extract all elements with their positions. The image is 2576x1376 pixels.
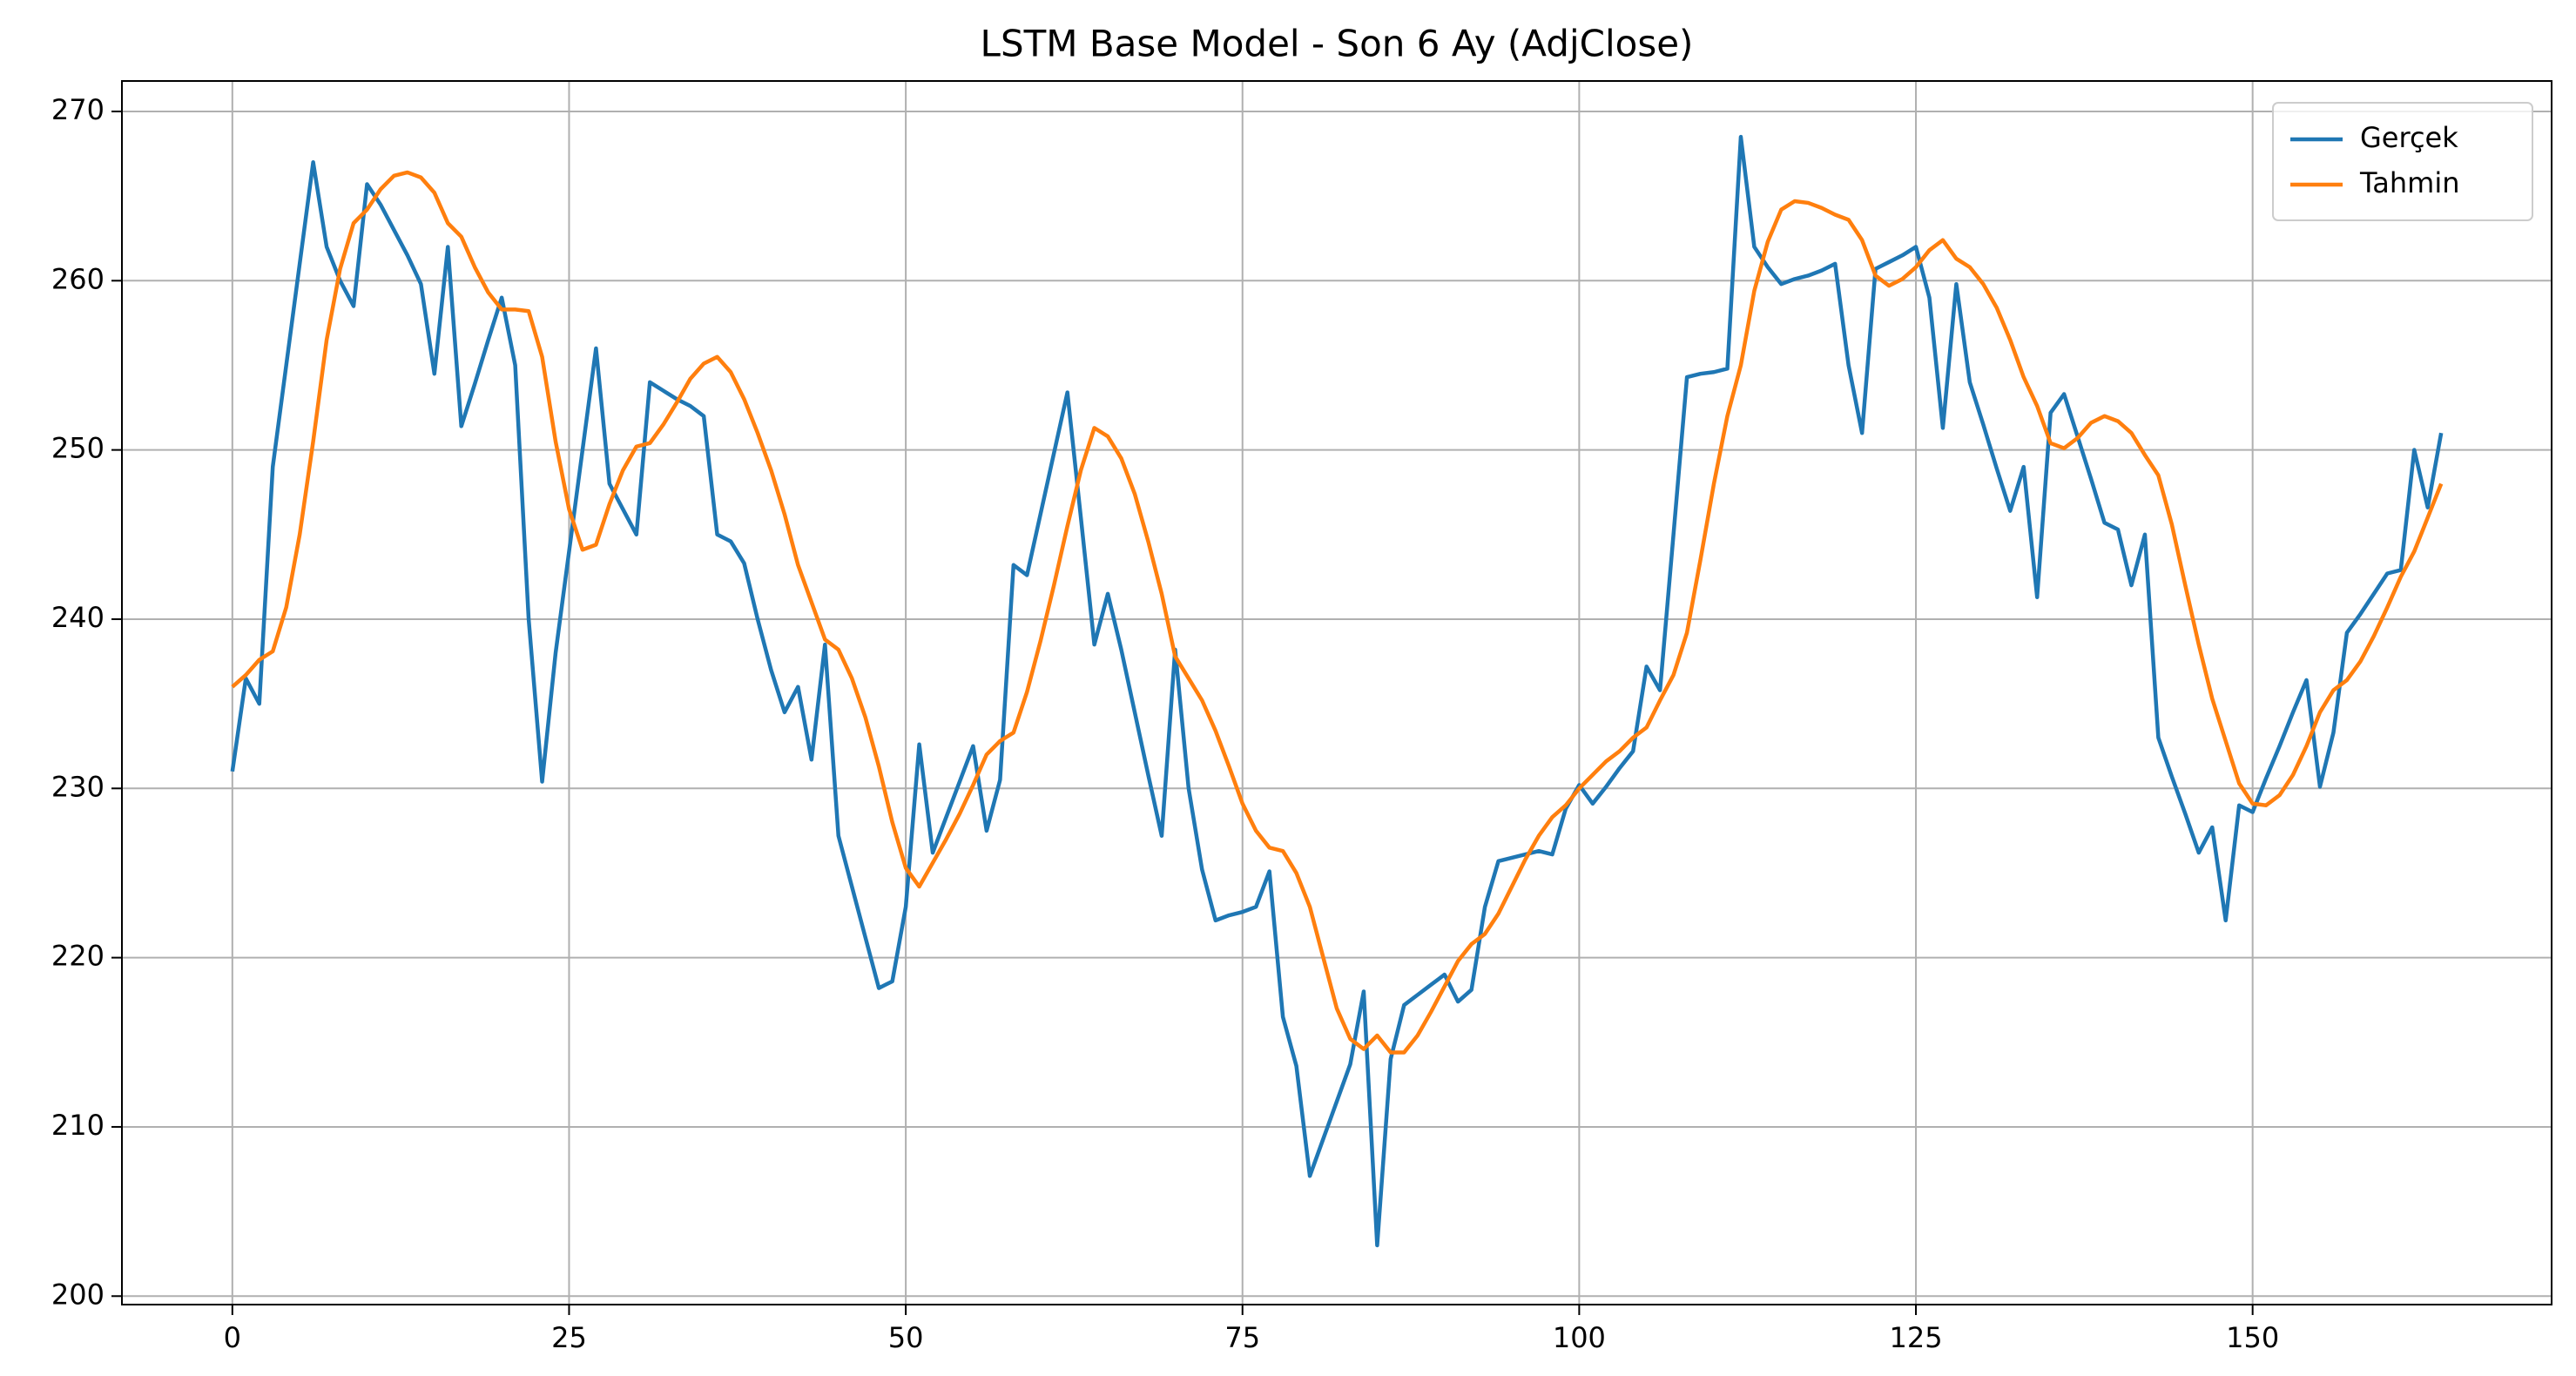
y-tick-label: 230 xyxy=(51,770,105,803)
y-tick-label: 200 xyxy=(51,1278,105,1311)
legend-box xyxy=(2272,102,2533,221)
x-tick-label: 50 xyxy=(888,1321,924,1354)
x-tick-label: 25 xyxy=(551,1321,587,1354)
data-line xyxy=(231,170,2444,1055)
y-tick-label: 250 xyxy=(51,432,105,465)
legend-label: Tahmin xyxy=(2359,166,2459,199)
x-tick-label: 75 xyxy=(1224,1321,1260,1354)
y-tick-label: 240 xyxy=(51,601,105,634)
y-tick-label: 220 xyxy=(51,940,105,973)
x-tick-label: 0 xyxy=(224,1321,241,1354)
x-tick-label: 125 xyxy=(1889,1321,1942,1354)
y-tick-label: 210 xyxy=(51,1109,105,1142)
data-line xyxy=(230,134,2444,1248)
y-tick-label: 270 xyxy=(51,93,105,126)
legend-label: Gerçek xyxy=(2360,121,2458,154)
x-tick-label: 100 xyxy=(1553,1321,1606,1354)
x-tick-label: 150 xyxy=(2226,1321,2279,1354)
axes-frame xyxy=(121,80,2552,1305)
chart-title: LSTM Base Model - Son 6 Ay (AdjClose) xyxy=(981,23,1694,65)
y-tick-label: 260 xyxy=(51,262,105,295)
